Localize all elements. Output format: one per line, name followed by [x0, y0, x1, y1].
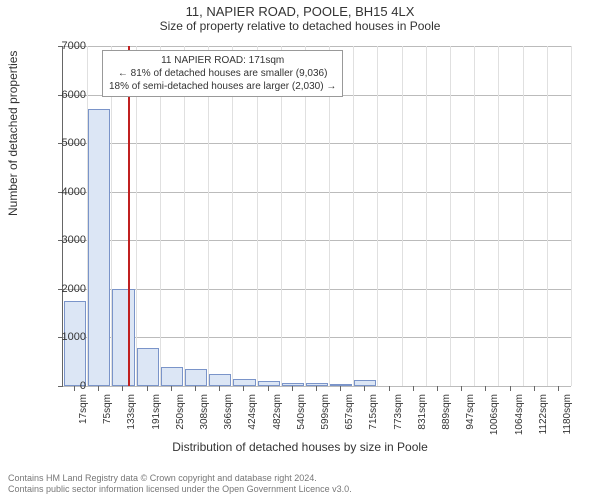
histogram-bar: [258, 381, 280, 386]
plot-region: [62, 46, 571, 387]
footer-line2: Contains public sector information licen…: [8, 484, 352, 496]
annotation-line1: 11 NAPIER ROAD: 171sqm: [109, 54, 336, 67]
x-tick-label: 133sqm: [126, 394, 137, 430]
y-tick-label: 6000: [46, 89, 86, 101]
x-tick-label: 1006sqm: [489, 394, 500, 435]
histogram-bar: [64, 301, 86, 386]
histogram-bar: [112, 289, 134, 386]
histogram-bar: [209, 374, 231, 386]
histogram-bar: [282, 383, 304, 386]
x-tick-label: 1064sqm: [514, 394, 525, 435]
chart-area: 11 NAPIER ROAD: 171sqm ← 81% of detached…: [62, 46, 570, 386]
x-tick-label: 366sqm: [223, 394, 234, 430]
footer-line1: Contains HM Land Registry data © Crown c…: [8, 473, 352, 485]
x-tick-label: 75sqm: [102, 394, 113, 424]
x-tick-label: 773sqm: [393, 394, 404, 430]
annotation-box: 11 NAPIER ROAD: 171sqm ← 81% of detached…: [102, 50, 343, 97]
x-tick-label: 947sqm: [465, 394, 476, 430]
y-tick-label: 0: [46, 380, 86, 392]
page-title: 11, NAPIER ROAD, POOLE, BH15 4LX: [0, 0, 600, 19]
property-marker-line: [128, 46, 130, 386]
histogram-bar: [137, 348, 159, 386]
annotation-line3: 18% of semi-detached houses are larger (…: [109, 80, 336, 93]
x-tick-label: 831sqm: [417, 394, 428, 430]
x-tick-label: 540sqm: [296, 394, 307, 430]
y-tick-label: 4000: [46, 186, 86, 198]
x-tick-label: 308sqm: [199, 394, 210, 430]
y-tick-label: 5000: [46, 137, 86, 149]
y-tick-label: 7000: [46, 40, 86, 52]
x-tick-label: 657sqm: [344, 394, 355, 430]
page-subtitle: Size of property relative to detached ho…: [0, 19, 600, 35]
x-tick-label: 424sqm: [247, 394, 258, 430]
y-tick-label: 3000: [46, 234, 86, 246]
histogram-bar: [161, 367, 183, 386]
x-tick-label: 599sqm: [320, 394, 331, 430]
chart-container: 11, NAPIER ROAD, POOLE, BH15 4LX Size of…: [0, 0, 600, 500]
histogram-bar: [185, 369, 207, 386]
y-axis-label: Number of detached properties: [6, 51, 20, 216]
histogram-bar: [88, 109, 110, 386]
x-axis-label: Distribution of detached houses by size …: [0, 440, 600, 454]
x-tick-label: 482sqm: [272, 394, 283, 430]
x-tick-label: 1122sqm: [538, 394, 549, 434]
x-tick-label: 715sqm: [368, 394, 379, 430]
histogram-bar: [233, 379, 255, 386]
histogram-bar: [330, 384, 352, 386]
y-tick-label: 2000: [46, 283, 86, 295]
y-tick-label: 1000: [46, 331, 86, 343]
x-tick-label: 889sqm: [441, 394, 452, 430]
footer: Contains HM Land Registry data © Crown c…: [8, 473, 352, 496]
x-tick-label: 1180sqm: [562, 394, 573, 434]
histogram-bar: [354, 380, 376, 386]
annotation-line2: ← 81% of detached houses are smaller (9,…: [109, 67, 336, 80]
x-tick-label: 17sqm: [78, 394, 89, 424]
x-tick-label: 191sqm: [151, 394, 162, 430]
x-tick-label: 250sqm: [175, 394, 186, 430]
